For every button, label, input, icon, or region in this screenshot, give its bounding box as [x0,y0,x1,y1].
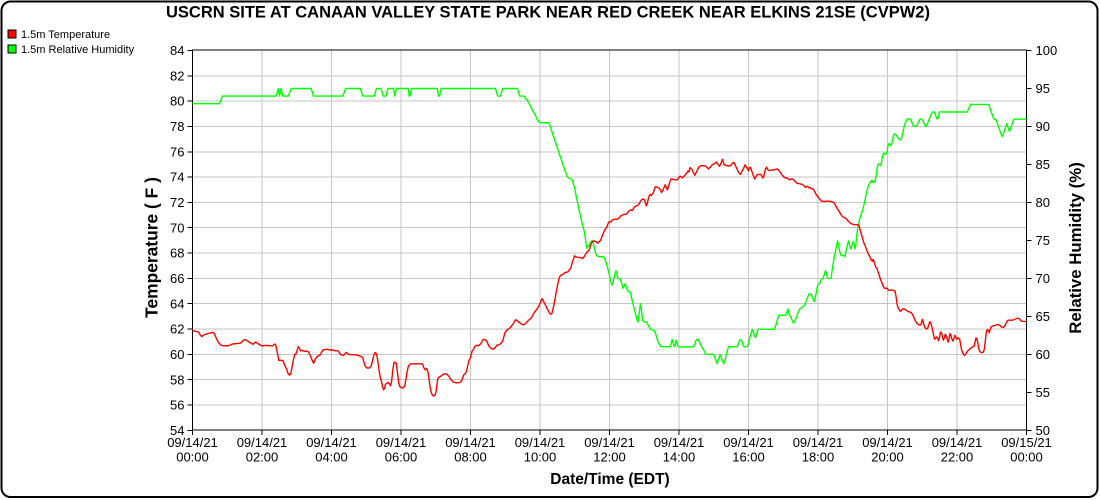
svg-text:22:00: 22:00 [941,450,974,465]
svg-text:54: 54 [170,423,184,438]
svg-text:09/14/21: 09/14/21 [723,435,774,450]
svg-text:50: 50 [1036,423,1050,438]
svg-text:00:00: 00:00 [176,450,209,465]
svg-text:72: 72 [170,195,184,210]
svg-text:60: 60 [1036,347,1050,362]
svg-text:09/14/21: 09/14/21 [376,435,427,450]
svg-text:90: 90 [1036,119,1050,134]
svg-text:62: 62 [170,322,184,337]
svg-text:95: 95 [1036,81,1050,96]
svg-text:09/14/21: 09/14/21 [306,435,357,450]
svg-text:84: 84 [170,43,184,58]
svg-text:1.5m Temperature: 1.5m Temperature [21,29,110,41]
svg-text:09/14/21: 09/14/21 [445,435,496,450]
svg-text:58: 58 [170,372,184,387]
svg-text:82: 82 [170,68,184,83]
svg-text:14:00: 14:00 [663,450,696,465]
svg-text:66: 66 [170,271,184,286]
svg-text:60: 60 [170,347,184,362]
svg-text:09/14/21: 09/14/21 [167,435,218,450]
svg-text:09/14/21: 09/14/21 [237,435,288,450]
svg-text:56: 56 [170,398,184,413]
svg-text:09/14/21: 09/14/21 [515,435,566,450]
svg-text:09/14/21: 09/14/21 [654,435,705,450]
svg-text:78: 78 [170,119,184,134]
svg-text:70: 70 [1036,271,1050,286]
svg-text:100: 100 [1036,43,1058,58]
svg-text:Relative Humidity (%): Relative Humidity (%) [1066,162,1085,334]
svg-text:16:00: 16:00 [732,450,765,465]
svg-text:09/14/21: 09/14/21 [862,435,913,450]
svg-text:74: 74 [170,170,184,185]
svg-text:12:00: 12:00 [593,450,626,465]
svg-text:1.5m Relative Humidity: 1.5m Relative Humidity [21,44,135,56]
svg-text:65: 65 [1036,309,1050,324]
svg-text:55: 55 [1036,385,1050,400]
svg-text:06:00: 06:00 [385,450,418,465]
svg-text:68: 68 [170,246,184,261]
svg-text:09/14/21: 09/14/21 [793,435,844,450]
svg-text:80: 80 [170,94,184,109]
svg-text:00:00: 00:00 [1010,450,1043,465]
svg-text:04:00: 04:00 [315,450,348,465]
svg-text:08:00: 08:00 [454,450,487,465]
svg-text:76: 76 [170,144,184,159]
svg-text:85: 85 [1036,157,1050,172]
svg-text:Date/Time (EDT): Date/Time (EDT) [550,471,669,488]
svg-text:USCRN SITE AT CANAAN VALLEY ST: USCRN SITE AT CANAAN VALLEY STATE PARK N… [166,3,930,21]
svg-text:02:00: 02:00 [246,450,279,465]
svg-text:75: 75 [1036,233,1050,248]
svg-text:09/14/21: 09/14/21 [584,435,635,450]
svg-text:Temperature ( F ): Temperature ( F ) [142,177,162,318]
svg-text:80: 80 [1036,195,1050,210]
svg-text:09/15/21: 09/15/21 [1001,435,1052,450]
svg-text:18:00: 18:00 [802,450,835,465]
svg-text:70: 70 [170,220,184,235]
svg-text:10:00: 10:00 [524,450,557,465]
svg-text:20:00: 20:00 [871,450,904,465]
svg-text:64: 64 [170,296,184,311]
svg-text:09/14/21: 09/14/21 [932,435,983,450]
